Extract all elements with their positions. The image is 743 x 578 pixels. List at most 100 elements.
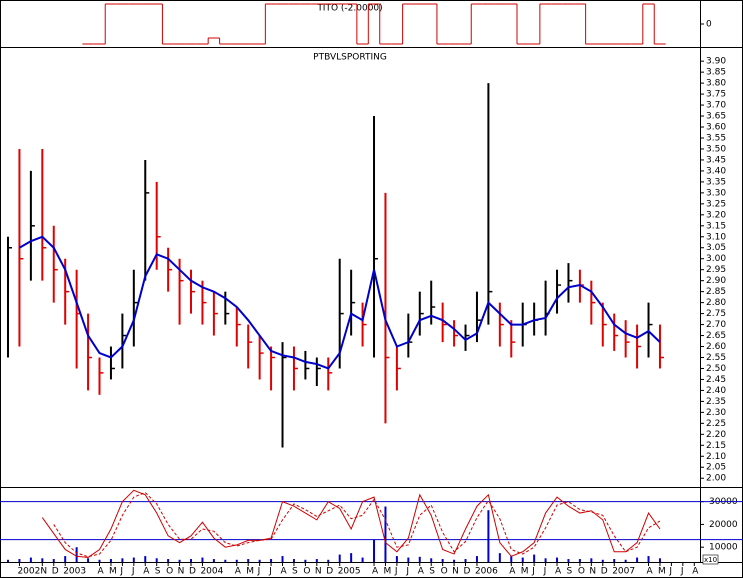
volume-bar [121,558,124,562]
y-tick-label: 3.25 [706,199,726,209]
x-tick-label: J [131,567,135,577]
volume-bar [304,559,307,562]
volume-bar [533,554,536,562]
volume-bar [590,558,593,562]
volume-bar [87,558,90,562]
volume-bar [658,558,661,562]
y-tick-label: 2.90 [706,276,726,286]
y-tick-label: 3.30 [706,188,726,198]
volume-bar [510,556,513,562]
y-tick-label: 3.50 [706,144,726,154]
x-tick-label: N [178,567,185,577]
volume-bar [350,553,353,562]
volume-bar [132,557,135,562]
volume-bar [601,559,604,562]
y-tick-label: 2.05 [706,463,726,473]
x-tick-label: A [418,567,425,577]
x-tick-label: A [647,567,654,577]
y-tick-label: 3.35 [706,177,726,187]
volume-bar [327,559,330,562]
unit-box [702,554,719,565]
y-tick-label: 2.15 [706,441,726,451]
y-tick-label: 3.85 [706,68,726,78]
volume-bar [7,559,10,562]
x-tick-label: A [509,567,516,577]
volume-bar [29,557,32,562]
moving-average [18,235,661,370]
volume-bar [567,559,570,562]
x-tick-label: J [394,567,398,577]
x-tick-label: A [372,567,379,577]
volume-bar [556,557,559,562]
volume-bar [41,558,44,562]
y-tick-label: 2.40 [706,386,726,396]
y-tick-label: 3.55 [706,133,726,143]
x-tick-label: A [692,567,699,577]
x-tick-label: 2005 [338,567,361,577]
x-tick-label: M [658,567,666,577]
volume-bar [109,559,112,562]
volume-bar [247,559,250,562]
y-tick-label: 3.70 [706,101,726,111]
indicator-title: TITO (-2.0000) [316,4,382,14]
volume-bar [212,559,215,562]
y-tick-label: 2.55 [706,353,726,363]
x-tick-label: M [521,567,529,577]
y-tick-label: 3.75 [706,90,726,100]
volume-bar [235,559,238,562]
y-tick-label: 2.20 [706,430,726,440]
x-tick-label: S [566,567,572,577]
y-tick-label: 0 [706,20,712,30]
oscillator-line [41,489,661,558]
volume-bar [155,558,158,562]
y-tick-label: 20000 [709,520,738,530]
volume-bar [338,554,341,562]
y-tick-label: 2.45 [706,375,726,385]
x-tick-label: M [383,567,391,577]
x-tick-label: S [292,567,298,577]
volume-bar [292,559,295,562]
volume-bar [487,510,490,562]
volume-bar [373,539,376,562]
x-tick-label: O [303,567,310,577]
x-tick-label: 2004 [200,567,223,577]
volume-bar [361,557,364,562]
y-tick-label: 3.45 [706,155,726,165]
x-tick-label: A [235,567,242,577]
x-tick-label: J [543,567,547,577]
y-tick-label: 2.70 [706,320,726,330]
volume-bar [578,559,581,562]
y-tick-label: 2.00 [706,474,726,484]
x-tick-label: S [155,567,161,577]
volume-bar [647,556,650,562]
x-tick-label: J [268,567,272,577]
y-tick-label: 3.60 [706,123,726,133]
x-tick-label: J [680,567,684,577]
volume-bar [270,559,273,562]
volume-unit: x10 [704,556,717,564]
y-tick-label: 3.90 [706,57,726,67]
x-tick-label: J [119,567,123,577]
x-tick-label: J [668,567,672,577]
volume-bar [430,558,433,562]
x-tick-label: A [98,567,105,577]
y-tick-label: 10000 [709,543,738,553]
x-tick-label: D [52,567,59,577]
x-tick-label: D [601,567,608,577]
volume-bar [395,556,398,562]
y-tick-label: 2.95 [706,265,726,275]
volume-bar [521,557,524,562]
y-tick-label: 3.80 [706,79,726,89]
volume-bar [544,558,547,562]
volume-bar [190,559,193,562]
volume-bar [64,556,67,562]
y-tick-label: 3.65 [706,112,726,122]
volume-bar [281,556,284,562]
x-tick-label: 2007 [612,567,635,577]
volume-bar [624,559,627,562]
x-tick-label: O [578,567,585,577]
x-tick-label: 2003 [63,567,86,577]
volume-bar [384,506,387,562]
y-tick-label: 2.35 [706,397,726,407]
